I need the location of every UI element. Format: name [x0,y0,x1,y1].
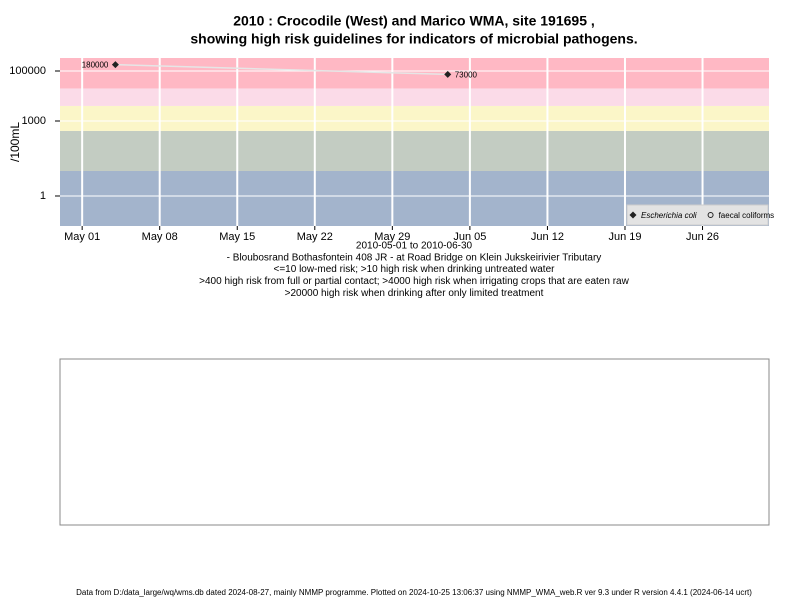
caption-line: <=10 low-med risk; >10 high risk when dr… [274,264,556,275]
risk-band [60,130,769,171]
x-tick-label: Jun 12 [531,231,564,243]
y-tick-label: 1000 [22,115,46,127]
empty-panel [59,358,770,526]
legend-marker [707,212,714,218]
chart-title: 2010 : Crocodile (West) and Marico WMA, … [233,13,595,29]
x-tick-label: Jun 05 [453,231,486,243]
chart-subtitle: showing high risk guidelines for indicat… [190,31,637,47]
y-tick-label: 1 [40,190,46,202]
x-tick-label: May 08 [142,231,178,243]
legend-box [626,204,769,226]
data-label: 180000 [82,61,109,70]
risk-band [60,105,769,131]
caption-line: - Bloubosrand Bothasfontein 408 JR - at … [227,252,602,263]
data-point [444,70,452,78]
x-tick-label: Jun 19 [608,231,641,243]
caption-line: >400 high risk from full or partial cont… [199,276,629,287]
legend-marker [629,211,637,219]
x-tick-label: May 15 [219,231,255,243]
legend-label: faecal coliforms [719,211,775,220]
series-line [115,63,448,76]
y-axis-label: /100mL [8,122,22,162]
footer: Data from D:/data_large/wq/wms.db dated … [76,588,752,597]
x-tick-label: Jun 26 [686,231,719,243]
y-tick-label: 100000 [9,65,46,77]
data-point [111,61,119,69]
x-tick-label: May 22 [297,231,333,243]
data-label: 73000 [455,71,478,80]
x-tick-label: May 29 [374,231,410,243]
risk-band [60,88,769,106]
caption-line: 2010-05-01 to 2010-06-30 [356,241,473,252]
caption-line: >20000 high risk when drinking after onl… [285,288,544,299]
x-tick-label: May 01 [64,231,100,243]
legend-label: Escherichia coli [641,211,697,220]
